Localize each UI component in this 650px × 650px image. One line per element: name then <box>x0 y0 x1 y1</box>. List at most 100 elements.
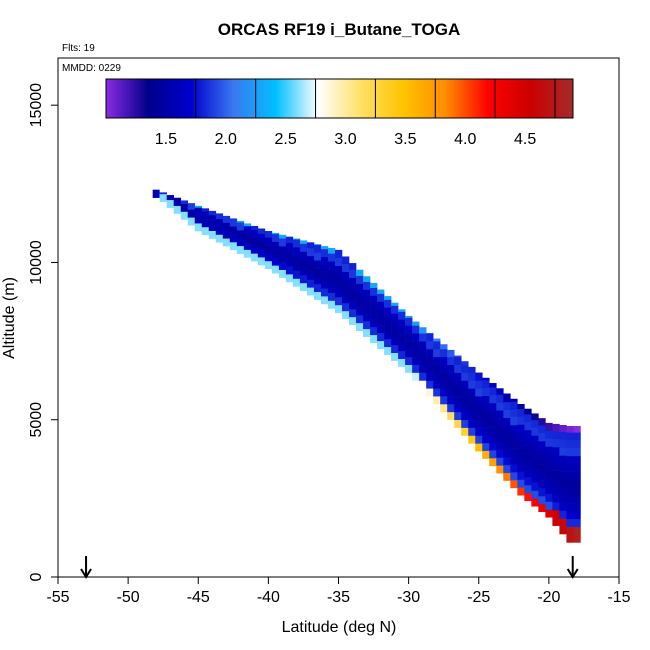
heatmap-cell <box>454 419 462 428</box>
heatmap-cell <box>566 471 574 480</box>
heatmap-cell <box>503 394 511 403</box>
heatmap-cell <box>524 414 532 423</box>
heatmap-cell <box>524 492 532 502</box>
heatmap-cell <box>440 388 448 397</box>
heatmap-cell <box>531 498 539 507</box>
heatmap-cell <box>447 388 455 397</box>
heatmap-cell <box>243 233 252 242</box>
heatmap-cell <box>208 214 217 224</box>
heatmap-cell <box>538 488 546 497</box>
x-tick-label: -20 <box>537 589 560 606</box>
heatmap-cell <box>419 333 427 342</box>
y-tick-label: 15000 <box>28 83 45 128</box>
heatmap-cell <box>426 333 434 342</box>
heatmap-cell <box>306 271 315 280</box>
heatmap-cell <box>412 348 420 358</box>
heatmap-cell <box>447 349 455 358</box>
colorbar-tick-label: 2.0 <box>215 131 237 148</box>
heatmap-cell <box>510 464 518 473</box>
heatmap-cell <box>166 199 175 208</box>
colorbar-gradient <box>105 78 574 119</box>
heatmap-cell <box>334 304 343 314</box>
heatmap-cell <box>545 446 553 455</box>
heatmap-cell <box>566 487 574 496</box>
heatmap-cell <box>538 472 546 481</box>
heatmap-cell <box>475 427 483 436</box>
heatmap-cell <box>391 329 399 338</box>
heatmap-cell <box>405 356 413 365</box>
heatmap-cell <box>517 448 525 457</box>
heatmap-cell <box>468 419 476 428</box>
heatmap-cell <box>334 273 343 282</box>
marker-arrow-head <box>80 568 92 579</box>
heatmap-cell <box>517 408 525 417</box>
heatmap-cell <box>215 226 224 235</box>
heatmap-cell <box>278 261 287 270</box>
heatmap-cell <box>285 266 294 275</box>
heatmap-cell <box>552 439 560 448</box>
heatmap-cell <box>370 311 378 320</box>
heatmap-cell <box>475 411 483 421</box>
heatmap-cell <box>419 356 427 365</box>
heatmap-cell <box>510 440 518 449</box>
heatmap-cell <box>363 320 371 330</box>
heatmap-cell <box>510 417 518 426</box>
colorbar-tick-label: 3.0 <box>334 131 356 148</box>
heatmap-cell <box>524 408 532 415</box>
x-tick-label: -15 <box>607 589 630 606</box>
heatmap-cell <box>482 387 490 396</box>
heatmap-cell <box>412 372 420 381</box>
heatmap-cell <box>531 482 539 491</box>
heatmap-cell <box>461 361 469 365</box>
heatmap-cell <box>545 462 553 471</box>
heatmap-cell <box>356 299 364 308</box>
heatmap-cell <box>370 295 378 304</box>
heatmap-cell <box>398 309 406 312</box>
heatmap-cell <box>503 401 511 411</box>
heatmap-cell <box>496 394 504 403</box>
heatmap-cell <box>440 344 448 350</box>
heatmap-cell <box>426 348 434 358</box>
heatmap-cell <box>278 253 287 263</box>
heatmap-cell <box>391 352 399 361</box>
heatmap-cell <box>327 253 336 262</box>
heatmap-cell <box>489 402 497 412</box>
heatmap-cell <box>559 471 567 480</box>
heatmap-cell <box>384 307 392 316</box>
heatmap-cell <box>454 355 462 358</box>
heatmap-cell <box>405 341 413 350</box>
heatmap-cell <box>236 230 245 239</box>
heatmap-cell <box>419 364 427 373</box>
heatmap-cell <box>313 260 322 269</box>
heatmap-cell <box>370 287 378 296</box>
heatmap-cell <box>363 276 371 282</box>
date-annotation: MMDD: 0229 <box>62 63 121 74</box>
heatmap-cell <box>545 501 553 510</box>
heatmap-cell <box>405 333 413 342</box>
heatmap-cell <box>370 303 378 312</box>
heatmap-cell <box>433 348 441 358</box>
heatmap-cell <box>573 503 581 512</box>
heatmap-cell <box>377 309 385 318</box>
heatmap-cell <box>510 398 518 402</box>
heatmap-cell <box>236 245 245 254</box>
heatmap-cell <box>510 472 518 481</box>
heatmap-cell <box>517 463 525 472</box>
heatmap-cell <box>454 396 462 405</box>
heatmap-cell <box>349 293 357 302</box>
heatmap-cell <box>566 479 574 488</box>
heatmap-cell <box>447 356 455 365</box>
heatmap-cell <box>531 413 539 421</box>
heatmap-cell <box>566 448 574 457</box>
heatmap-cell <box>292 270 301 279</box>
heatmap-cell <box>215 234 224 243</box>
heatmap-cell <box>433 380 441 389</box>
heatmap-cell <box>552 478 560 487</box>
heatmap-cell <box>356 275 364 284</box>
flights-annotation: Flts: 19 <box>62 43 95 54</box>
heatmap-cell <box>342 295 350 304</box>
heatmap-cell <box>356 283 364 292</box>
heatmap-cell <box>454 388 462 397</box>
heatmap-cell <box>482 442 490 451</box>
heatmap-cell <box>538 418 546 426</box>
